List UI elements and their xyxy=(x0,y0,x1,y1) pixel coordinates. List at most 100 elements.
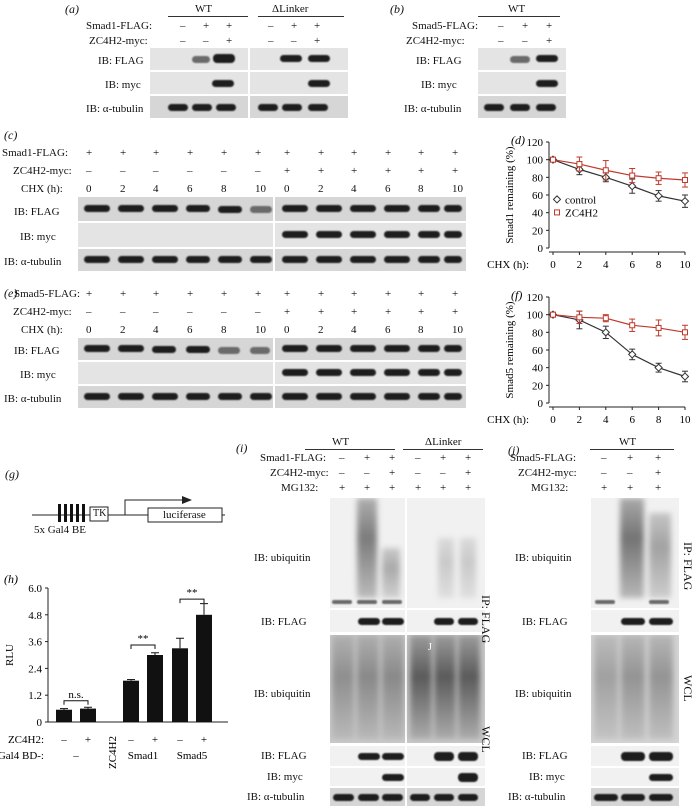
sign: – xyxy=(127,734,134,746)
significance-bracket xyxy=(63,700,89,705)
wcl-side-label: WCL xyxy=(479,726,493,753)
y-tick-label: 2.4 xyxy=(28,663,42,675)
sign: + xyxy=(255,147,262,159)
x-axis-label: CHX (h): xyxy=(487,414,529,426)
y-tick-label: 40 xyxy=(532,208,544,220)
data-point-control xyxy=(627,350,637,359)
sign: – xyxy=(339,467,345,479)
row-label: ZC4H2-myc: xyxy=(13,165,72,177)
row-label: CHX (h): xyxy=(21,324,63,336)
sign: 10 xyxy=(255,324,266,336)
chart-d: 0 20 40 60 80 100 120 0 2 4 6 8 10 CHX (h): Smad1 rema… xyxy=(487,133,691,271)
sign: 8 xyxy=(221,183,227,195)
y-tick-label: 4.8 xyxy=(28,610,42,622)
x-tick-label: 0 xyxy=(550,414,556,426)
sign: 10 xyxy=(452,183,463,195)
data-point-control xyxy=(627,181,637,191)
wcl-side-label: WCL xyxy=(681,675,695,702)
group-label-dlinker: ΔLinker xyxy=(425,436,462,448)
sign: + xyxy=(314,20,321,32)
gal4-be-caption: 5x Gal4 BE xyxy=(34,524,86,536)
sign: 6 xyxy=(187,183,193,195)
row-label: Smad5-FLAG: xyxy=(412,20,478,32)
bar xyxy=(172,648,188,722)
sign: – xyxy=(522,35,528,47)
sign: + xyxy=(655,482,662,494)
sign: + xyxy=(203,20,210,32)
legend-label: control xyxy=(565,194,596,206)
sign: 2 xyxy=(318,183,324,195)
sign: – xyxy=(221,165,227,177)
blot-image xyxy=(78,197,466,221)
x-axis-label: CHX (h): xyxy=(487,259,529,271)
sign: – xyxy=(120,165,126,177)
sign: 4 xyxy=(351,183,357,195)
sign: – xyxy=(86,165,92,177)
sign: + xyxy=(152,734,158,746)
blot-label: IB: ubiquitin xyxy=(515,552,572,564)
sign: + xyxy=(291,20,298,32)
tk-box-label: TK xyxy=(93,508,107,519)
sign: + xyxy=(351,288,358,300)
y-tick-label: 60 xyxy=(532,190,544,202)
data-point-control xyxy=(654,191,663,201)
data-point-ZC4H2 xyxy=(682,176,688,183)
y-tick-label: 120 xyxy=(527,292,544,304)
blot-image xyxy=(330,610,485,632)
sign: – xyxy=(203,35,209,47)
blot-label: IB: FLAG xyxy=(98,55,144,67)
group-label-wt: WT xyxy=(619,436,637,448)
blot-image-ip-ubiquitin xyxy=(330,498,485,608)
sign: + xyxy=(389,452,396,464)
blot-image xyxy=(78,386,466,408)
sign: + xyxy=(385,165,392,177)
sign: 0 xyxy=(86,324,92,336)
sign: 2 xyxy=(318,324,324,336)
row-label: ZC4H2-myc: xyxy=(89,35,148,47)
blot-image xyxy=(591,788,679,806)
blot-image-wcl-ubiquitin xyxy=(330,635,485,743)
panel-letter-a: (a) xyxy=(65,2,79,16)
row-label: Smad1-FLAG: xyxy=(86,20,152,32)
panel-letter-b: (b) xyxy=(390,2,404,16)
blot-label: IB: α-tubulin xyxy=(4,256,62,268)
blot-label: IB: FLAG xyxy=(14,345,60,357)
sign: + xyxy=(385,147,392,159)
sign: + xyxy=(187,147,194,159)
blot-image xyxy=(150,96,348,118)
sign: 4 xyxy=(153,183,159,195)
row-label: ZC4H2-myc: xyxy=(270,467,329,479)
sign: + xyxy=(318,147,325,159)
sign: + xyxy=(385,306,392,318)
sign: + xyxy=(418,306,425,318)
group-label: Smad1 xyxy=(128,750,159,762)
sign: + xyxy=(655,467,662,479)
sign: + xyxy=(86,147,93,159)
sign: 8 xyxy=(221,324,227,336)
sign: 6 xyxy=(385,183,391,195)
sign: + xyxy=(546,35,553,47)
y-tick-label: 6.0 xyxy=(28,583,42,595)
sign: + xyxy=(255,288,262,300)
sign: – xyxy=(440,467,446,479)
data-point-control xyxy=(601,328,611,337)
bar xyxy=(147,655,163,722)
blot-label: IB: α-tubulin xyxy=(508,791,566,803)
group-underline xyxy=(478,16,560,17)
sign: + xyxy=(351,147,358,159)
sign: – xyxy=(255,165,261,177)
sign: + xyxy=(465,467,472,479)
sign: + xyxy=(284,165,291,177)
y-tick-label: 120 xyxy=(527,137,544,149)
y-tick-label: 40 xyxy=(532,363,544,375)
sign: – xyxy=(339,452,345,464)
sign: 4 xyxy=(153,324,159,336)
sign: 8 xyxy=(418,324,424,336)
sign: – xyxy=(153,165,159,177)
y-tick-label: 60 xyxy=(532,345,544,357)
sign: + xyxy=(452,288,459,300)
sign: – xyxy=(120,306,126,318)
x-tick-label: 2 xyxy=(577,259,583,271)
sign: – xyxy=(187,165,193,177)
bar xyxy=(123,680,139,722)
